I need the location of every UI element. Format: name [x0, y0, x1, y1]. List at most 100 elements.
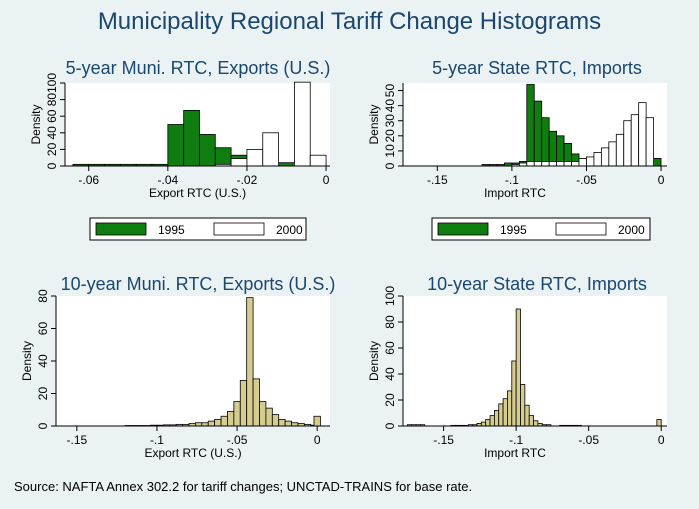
legend-swatch: [555, 222, 607, 236]
bar: [489, 415, 495, 427]
bar: [600, 147, 610, 167]
bar: [578, 158, 587, 167]
y-tick-label: 20: [36, 387, 50, 401]
legend-swatch: [95, 222, 147, 236]
x-axis-label: Import RTC: [484, 446, 546, 460]
x-axis-label: Import RTC: [484, 186, 546, 200]
bar: [608, 141, 617, 167]
y-axis-label: Density: [367, 104, 381, 144]
y-tick-label: 60: [383, 341, 397, 355]
bar: [548, 161, 558, 167]
bar: [246, 297, 254, 427]
bar: [515, 308, 521, 427]
bar: [214, 419, 222, 427]
x-tick-label: -.15: [66, 433, 87, 447]
bar: [541, 161, 550, 167]
x-tick-label: -.15: [433, 433, 454, 447]
bar: [207, 420, 216, 427]
bar: [524, 404, 530, 427]
bar: [284, 420, 292, 427]
bar: [623, 120, 632, 167]
bar: [638, 102, 647, 167]
y-axis-label: Density: [20, 341, 34, 381]
bar: [630, 114, 640, 167]
x-tick-label: -.05: [227, 433, 248, 447]
bar: [586, 156, 595, 167]
plot-area: [56, 296, 330, 426]
y-tick-label: 20: [45, 142, 59, 156]
bar: [480, 421, 487, 427]
bar: [230, 158, 248, 167]
bar: [265, 407, 273, 427]
panel-title: 10-year State RTC, Imports: [427, 274, 647, 294]
bar: [167, 124, 185, 167]
y-axis-label: Density: [367, 341, 381, 381]
x-tick-label: -.15: [427, 173, 448, 187]
x-tick-label: 0: [658, 173, 665, 187]
x-tick-label: -.04: [157, 173, 178, 187]
legend-label: 2000: [618, 223, 645, 237]
bar: [563, 161, 572, 167]
y-tick-label: 30: [383, 114, 397, 128]
bar: [571, 161, 580, 167]
x-tick-label: -.05: [578, 433, 599, 447]
bar: [548, 130, 558, 167]
bar: [498, 403, 504, 427]
bar: [615, 133, 625, 167]
bar: [656, 419, 662, 427]
bar: [533, 161, 543, 167]
x-tick-label: -.06: [78, 173, 99, 187]
x-tick-label: -.1: [505, 173, 519, 187]
bar: [214, 147, 232, 167]
y-tick-label: 80: [383, 315, 397, 329]
bar: [262, 132, 279, 167]
y-tick-label: 60: [36, 322, 50, 336]
bar: [199, 134, 216, 167]
y-tick-label: 20: [383, 393, 397, 407]
y-tick-label: 60: [45, 109, 59, 123]
panel-title: 5-year State RTC, Imports: [432, 58, 642, 78]
bar: [645, 117, 654, 167]
panel-title: 5-year Muni. RTC, Exports (U.S.): [66, 58, 331, 78]
x-axis-label: Export RTC (U.S.): [149, 186, 246, 200]
y-tick-label: 50: [383, 84, 397, 98]
y-tick-label: 40: [45, 126, 59, 140]
y-tick-label: 40: [383, 99, 397, 113]
y-tick-label: 0: [383, 422, 397, 429]
legend-label: 2000: [276, 223, 303, 237]
y-tick-label: 80: [36, 289, 50, 303]
bar: [278, 419, 286, 427]
bar: [556, 161, 565, 167]
bar: [511, 360, 517, 427]
bar: [533, 100, 543, 167]
bar: [294, 81, 311, 167]
bar: [541, 117, 550, 167]
x-tick-label: 0: [323, 173, 330, 187]
panel-5yr-state-imports: 5-year State RTC, Imports -.15 -.1 -.05 0 Imp…: [367, 58, 667, 241]
bar: [502, 398, 508, 427]
y-axis-label: Density: [29, 104, 43, 144]
panel-10yr-state-imports: 10-year State RTC, Imports -.15 -.1 -.05 0 Im…: [367, 274, 667, 460]
bar: [528, 415, 534, 427]
plot-area: [403, 296, 667, 426]
bar: [233, 401, 241, 427]
bar: [239, 380, 248, 427]
legend-swatch: [437, 222, 489, 236]
bar: [520, 384, 526, 427]
bar: [653, 158, 662, 167]
bar: [507, 390, 513, 427]
y-tick-label: 10: [383, 144, 397, 158]
bar: [246, 149, 264, 167]
y-tick-label: 40: [383, 367, 397, 381]
panel-10yr-muni-exports: 10-year Muni. RTC, Exports (U.S.) -.15 -.1…: [20, 274, 335, 460]
bar: [313, 415, 321, 427]
source-note: Source: NAFTA Annex 302.2 for tariff cha…: [14, 479, 473, 494]
bar: [259, 401, 267, 427]
x-tick-label: 0: [314, 433, 321, 447]
y-tick-label: 100: [45, 73, 59, 93]
legend-label: 1995: [158, 223, 185, 237]
bar: [220, 415, 228, 427]
bar: [533, 420, 539, 427]
bar: [526, 84, 535, 167]
